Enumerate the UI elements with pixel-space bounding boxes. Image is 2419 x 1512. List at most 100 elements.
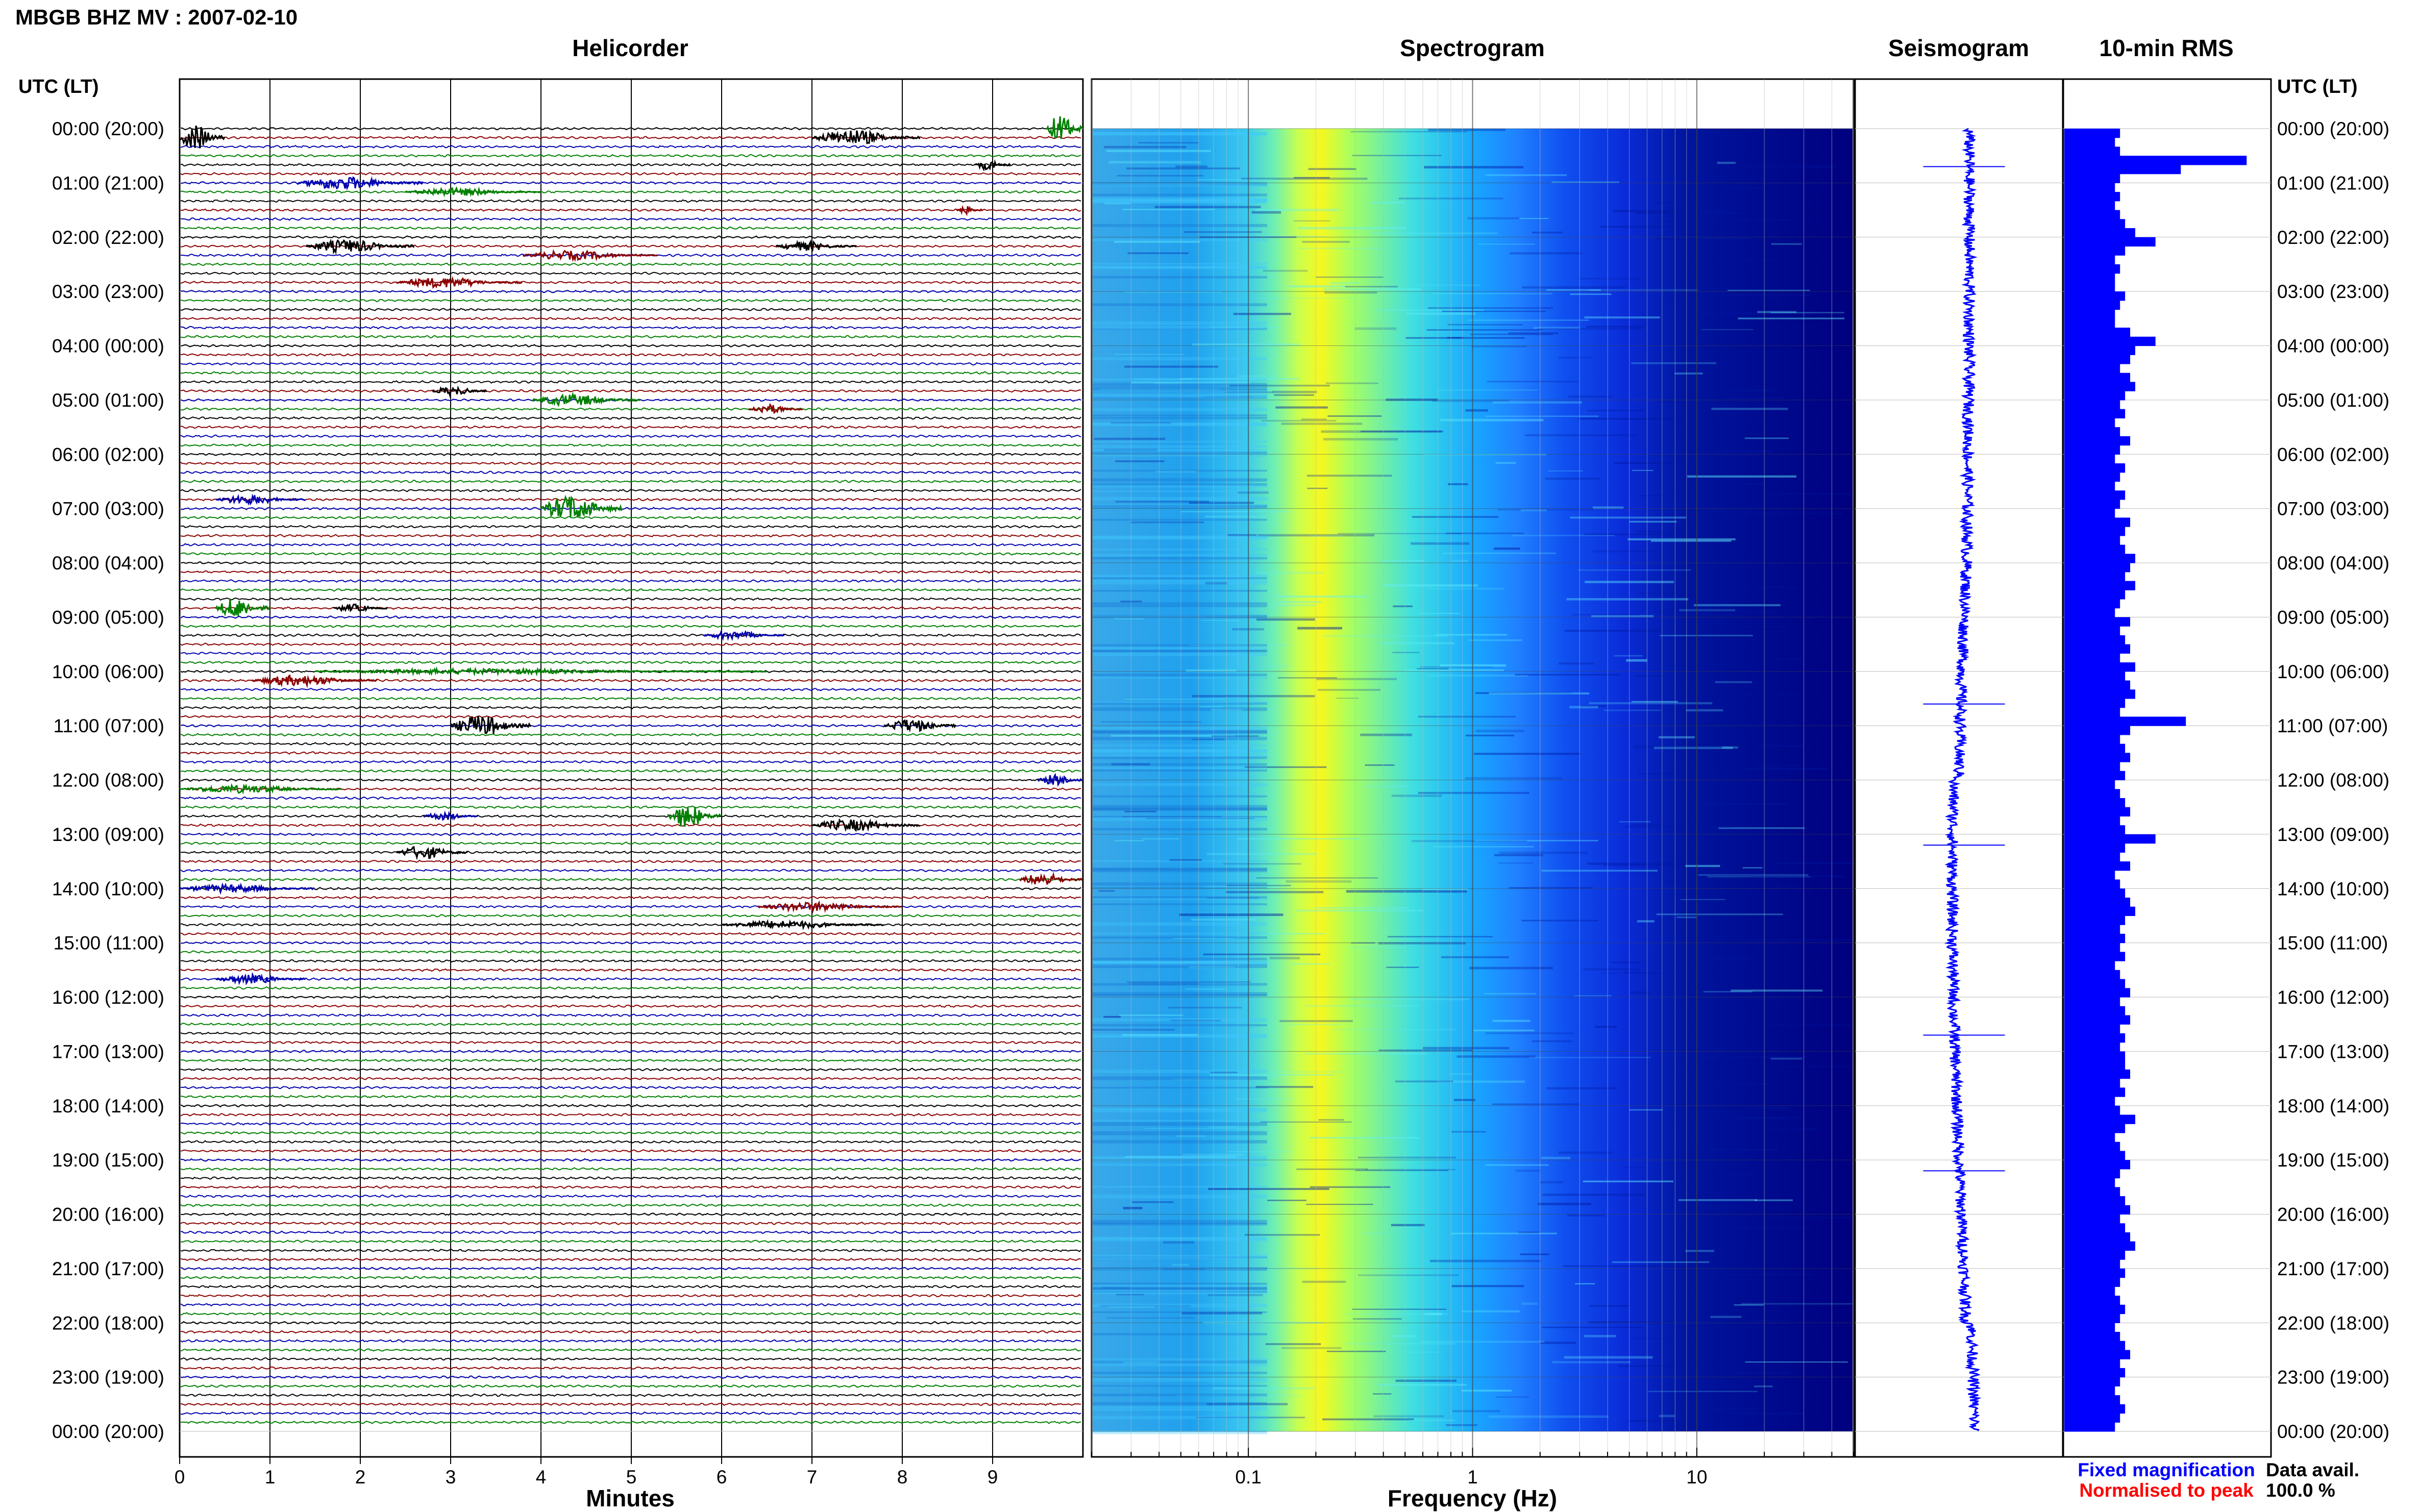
spectrogram-streak <box>1633 745 1734 748</box>
helicorder-event <box>703 630 785 641</box>
spectrogram-streak <box>1377 1383 1467 1386</box>
spectrogram-streak <box>1189 502 1254 504</box>
helicorder-trace <box>180 1294 1081 1298</box>
helicorder-event <box>522 249 658 262</box>
spectrogram-streak <box>1729 283 1745 286</box>
spectrogram-streak <box>1726 294 1812 296</box>
spectrogram-streak <box>1676 916 1697 919</box>
time-tick-label: 11:00 (07:00) <box>54 715 164 736</box>
helicorder-event <box>450 715 532 734</box>
spectrogram-streak <box>1261 419 1337 422</box>
spectrogram-streak <box>1707 876 1811 878</box>
spectrogram-streak <box>1742 867 1763 869</box>
spectrogram-band <box>1093 414 1267 416</box>
rms-bar <box>2064 852 2120 862</box>
spectrogram-streak <box>1685 1250 1715 1252</box>
spectrogram-streak <box>1092 1029 1175 1031</box>
spectrogram-band <box>1093 536 1267 540</box>
spectrogram-band <box>1093 1140 1267 1144</box>
helicorder-trace <box>180 1240 1081 1244</box>
spectrogram-streak <box>1155 470 1197 473</box>
spectrogram-streak <box>1286 880 1352 883</box>
spectrogram-band <box>1093 1076 1267 1080</box>
rms-bar <box>2064 1033 2126 1043</box>
spectrogram-streak <box>1257 933 1325 934</box>
helicorder-trace <box>180 950 1081 954</box>
spectrogram-streak <box>1612 1261 1710 1263</box>
helicorder-trace <box>181 1176 1081 1180</box>
time-tick-label: 03:00 (23:00) <box>2277 281 2389 302</box>
spectrogram-streak <box>1405 337 1525 339</box>
spectrogram-streak <box>1108 161 1201 164</box>
spectrogram-band <box>1093 1131 1267 1135</box>
spectrogram-streak <box>1094 437 1166 440</box>
spectrogram-streak <box>1635 675 1666 677</box>
spectrogram-band <box>1093 1268 1267 1271</box>
helicorder-trace <box>180 1140 1081 1144</box>
spectrogram-band <box>1093 808 1267 811</box>
spectrogram-streak <box>1593 506 1624 509</box>
helicorder-trace <box>180 1203 1081 1207</box>
helicorder-trace <box>180 1194 1081 1198</box>
spectrogram-streak <box>1255 209 1339 211</box>
time-tick-label: 12:00 (08:00) <box>2277 770 2389 791</box>
spectrogram-band <box>1093 199 1267 201</box>
spectrogram-streak <box>1512 535 1615 536</box>
spectrogram-streak <box>1716 420 1768 423</box>
rms-bar <box>2064 662 2135 672</box>
rms-bar <box>2064 273 2115 283</box>
spectrogram-streak <box>1349 998 1469 1001</box>
spectrogram-streak <box>1210 326 1280 328</box>
spectrogram-streak <box>1372 202 1406 204</box>
time-tick-label: 00:00 (20:00) <box>52 118 164 139</box>
rms-bar <box>2064 1114 2135 1124</box>
rms-bar <box>2064 156 2247 165</box>
spectrogram-streak <box>1462 1310 1520 1312</box>
spectrogram-band <box>1093 868 1267 873</box>
helicorder-trace <box>180 687 1081 691</box>
spectrogram-streak <box>1308 168 1356 170</box>
time-tick-label: 11:00 (07:00) <box>2277 715 2388 736</box>
spectrogram-streak <box>1687 475 1796 478</box>
spectrogram-streak <box>1154 382 1182 385</box>
spectrogram-streak <box>1715 681 1752 683</box>
rms-bar <box>2064 644 2131 654</box>
spectrogram-streak <box>1568 395 1613 398</box>
spectrogram-streak <box>1207 1294 1263 1297</box>
spectrogram-band <box>1093 1372 1267 1374</box>
spectrogram-streak <box>1395 1379 1457 1382</box>
spectrogram-streak <box>1583 1180 1674 1182</box>
spectrogram-streak <box>1587 410 1645 412</box>
helicorder-trace <box>180 905 1081 909</box>
spectrogram-streak <box>1424 166 1524 169</box>
spectrogram-band <box>1093 707 1267 711</box>
spectrogram-band <box>1093 754 1267 758</box>
rms-bar <box>2064 617 2131 627</box>
spectrogram-streak <box>1584 316 1660 319</box>
spectrogram-streak <box>1542 1326 1642 1328</box>
rms-bar <box>2064 888 2126 898</box>
helicorder-event <box>721 919 884 931</box>
spectrogram-x-tick-label: 1 <box>1467 1467 1478 1488</box>
spectrogram-streak <box>1747 1107 1789 1109</box>
helicorder-trace <box>180 642 1081 647</box>
spectrogram-streak <box>1545 478 1600 480</box>
spectrogram-streak <box>1223 863 1301 865</box>
helicorder-trace <box>180 208 1081 212</box>
rms-bar <box>2064 897 2131 907</box>
time-tick-label: 05:00 (01:00) <box>2277 390 2389 411</box>
spectrogram-streak <box>1451 1285 1524 1287</box>
spectrogram-streak <box>1260 1121 1352 1123</box>
spectrogram-streak <box>1206 853 1317 855</box>
spectrogram-band <box>1093 1195 1267 1199</box>
spectrogram-streak <box>1175 165 1207 168</box>
spectrogram-streak <box>1631 824 1662 826</box>
helicorder-trace <box>180 1104 1081 1108</box>
spectrogram-streak <box>1114 241 1200 243</box>
helicorder-trace <box>180 488 1081 492</box>
spectrogram-band <box>1093 357 1267 361</box>
spectrogram-streak <box>1770 1128 1818 1131</box>
spectrogram-band <box>1093 1430 1267 1434</box>
spectrogram-streak <box>1662 296 1783 298</box>
spectrogram-streak <box>1352 1318 1402 1320</box>
